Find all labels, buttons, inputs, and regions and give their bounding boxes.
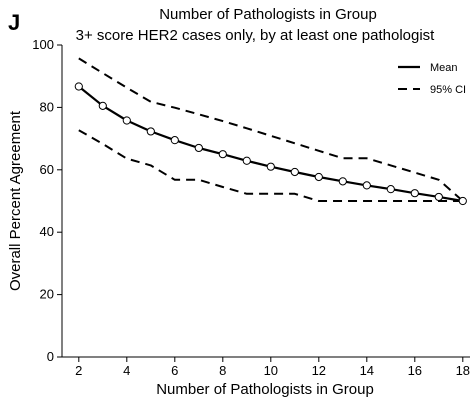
x-axis-label: Number of Pathologists in Group	[156, 381, 374, 398]
panel-letter: J	[8, 10, 20, 35]
y-tick-label: 40	[40, 224, 54, 239]
y-tick-label: 80	[40, 99, 54, 114]
mean-point	[266, 162, 275, 171]
x-ticks: 2 4 6 8 10 12 14 16 18	[75, 357, 470, 378]
ci-lower-line	[78, 129, 463, 202]
mean-point	[74, 82, 83, 91]
legend-label-ci: 95% CI	[430, 84, 466, 96]
mean-point	[362, 181, 371, 190]
mean-point	[290, 167, 299, 177]
legend: Mean 95% CI	[398, 62, 466, 96]
mean-point	[194, 143, 203, 153]
mean-point	[410, 189, 419, 198]
mean-point	[458, 196, 467, 206]
mean-point	[434, 192, 443, 202]
y-ticks: 0 20 40 60 80 100	[32, 37, 62, 364]
mean-point	[146, 127, 155, 136]
chart-subtitle: 3+ score HER2 cases only, by at least on…	[76, 27, 436, 44]
marker-layer	[74, 82, 467, 206]
y-tick-label: 60	[40, 162, 54, 177]
mean-point	[122, 116, 131, 125]
mean-point	[242, 156, 251, 165]
y-axis-label: Overall Percent Agreement	[7, 110, 24, 291]
series-layer	[78, 57, 464, 203]
x-tick-label: 2	[75, 363, 82, 378]
mean-point	[386, 185, 395, 194]
ci-upper-line	[78, 57, 464, 202]
mean-point	[98, 101, 107, 110]
x-tick-label: 16	[408, 363, 422, 378]
mean-point	[338, 177, 347, 186]
legend-label-mean: Mean	[430, 62, 458, 74]
x-tick-label: 10	[264, 363, 278, 378]
mean-point	[170, 136, 179, 145]
y-tick-label: 0	[47, 349, 54, 364]
y-tick-label: 100	[32, 37, 54, 52]
mean-point	[218, 150, 227, 159]
x-tick-label: 6	[171, 363, 178, 378]
x-tick-label: 8	[219, 363, 226, 378]
x-tick-label: 14	[360, 363, 374, 378]
x-tick-label: 18	[456, 363, 470, 378]
x-tick-label: 4	[123, 363, 130, 378]
x-tick-label: 12	[312, 363, 326, 378]
chart-title: Number of Pathologists in Group	[159, 6, 377, 23]
mean-point	[314, 172, 323, 182]
mean-line	[78, 85, 463, 203]
plot-area: 2 4 6 8 10 12 14 16 18 0 20 40 60 80 100	[32, 37, 470, 378]
y-tick-label: 20	[40, 287, 54, 302]
